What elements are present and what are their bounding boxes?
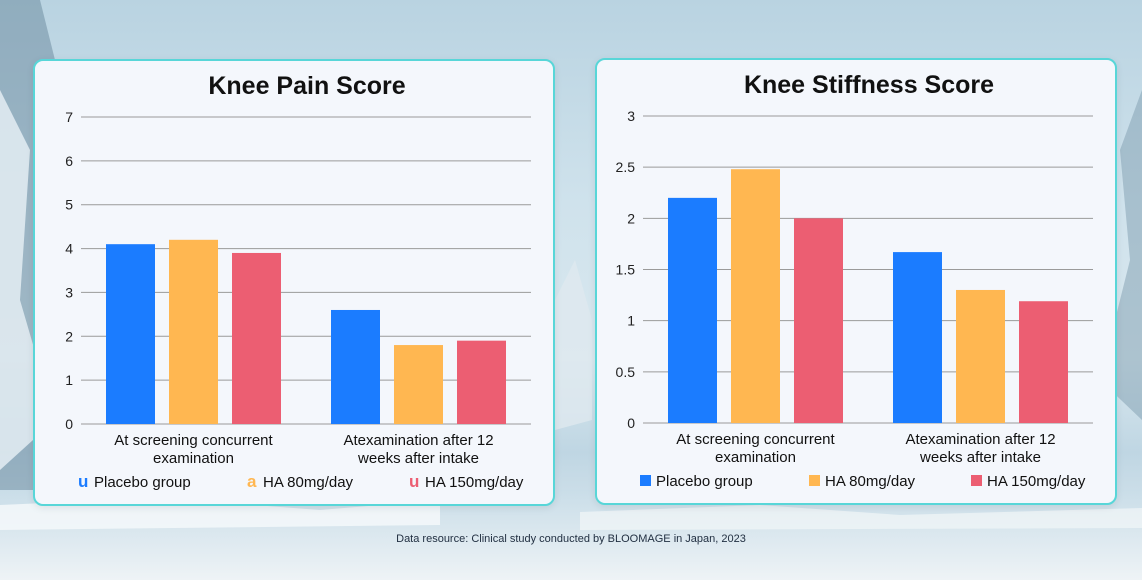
legend-swatch <box>809 475 820 486</box>
bar <box>731 169 780 423</box>
legend-label: Placebo group <box>656 473 753 490</box>
bar <box>331 309 380 424</box>
y-tick-label: 4 <box>65 241 73 257</box>
y-tick-label: 3 <box>627 108 635 124</box>
y-tick-label: 7 <box>65 109 73 125</box>
x-tick-label: weeks after intake <box>919 449 1041 466</box>
legend-label: HA 80mg/day <box>825 473 916 490</box>
y-tick-label: 6 <box>65 153 73 169</box>
y-tick-label: 2 <box>65 328 73 344</box>
y-tick-label: 0 <box>627 415 635 431</box>
y-tick-label: 3 <box>65 284 73 300</box>
x-tick-label: examination <box>715 449 796 466</box>
legend-marker: u <box>409 472 419 491</box>
legend-label: Placebo group <box>94 474 191 491</box>
knee-pain-chart-panel: Knee Pain Score 0 1 2 3 4 5 6 7 At screening conc… <box>33 59 555 506</box>
y-tick-label: 2 <box>627 210 635 226</box>
knee-stiffness-chart-panel: Knee Stiffness Score 0 0.5 1 1.5 2 2.5 3 At scre… <box>595 58 1117 505</box>
bar <box>232 252 281 424</box>
y-tick-label: 0 <box>65 416 73 432</box>
y-tick-label: 2.5 <box>616 159 636 175</box>
bar <box>794 218 843 423</box>
bar <box>893 252 942 423</box>
chart-title: Knee Pain Score <box>208 72 405 100</box>
x-tick-label: Atexamination after 12 <box>905 431 1055 448</box>
bar <box>1019 301 1068 423</box>
bar <box>956 289 1005 423</box>
x-tick-label: weeks after intake <box>357 450 479 467</box>
legend-marker: a <box>247 472 257 491</box>
data-source-note: Data resource: Clinical study conducted … <box>396 533 746 545</box>
x-tick-label: At screening concurrent <box>114 432 273 449</box>
chart-title: Knee Stiffness Score <box>744 71 994 99</box>
x-tick-label: Atexamination after 12 <box>343 432 493 449</box>
x-tick-label: examination <box>153 450 234 467</box>
y-tick-label: 1 <box>627 313 635 329</box>
y-tick-label: 5 <box>65 197 73 213</box>
knee-pain-chart: Knee Pain Score 0 1 2 3 4 5 6 7 At screening conc… <box>65 72 531 491</box>
bar <box>668 197 717 423</box>
bar <box>169 239 218 424</box>
legend-swatch <box>640 475 651 486</box>
y-tick-label: 1 <box>65 372 73 388</box>
legend-label: HA 150mg/day <box>987 473 1086 490</box>
bar <box>394 345 443 424</box>
bar <box>106 244 155 424</box>
x-tick-label: At screening concurrent <box>676 431 835 448</box>
y-tick-label: 1.5 <box>616 262 636 278</box>
legend-label: HA 150mg/day <box>425 474 524 491</box>
legend-marker: u <box>78 472 88 491</box>
legend-label: HA 80mg/day <box>263 474 354 491</box>
knee-stiffness-chart: Knee Stiffness Score 0 0.5 1 1.5 2 2.5 3 At scre… <box>616 71 1093 490</box>
y-tick-label: 0.5 <box>616 364 636 380</box>
legend-swatch <box>971 475 982 486</box>
bar <box>457 340 506 424</box>
